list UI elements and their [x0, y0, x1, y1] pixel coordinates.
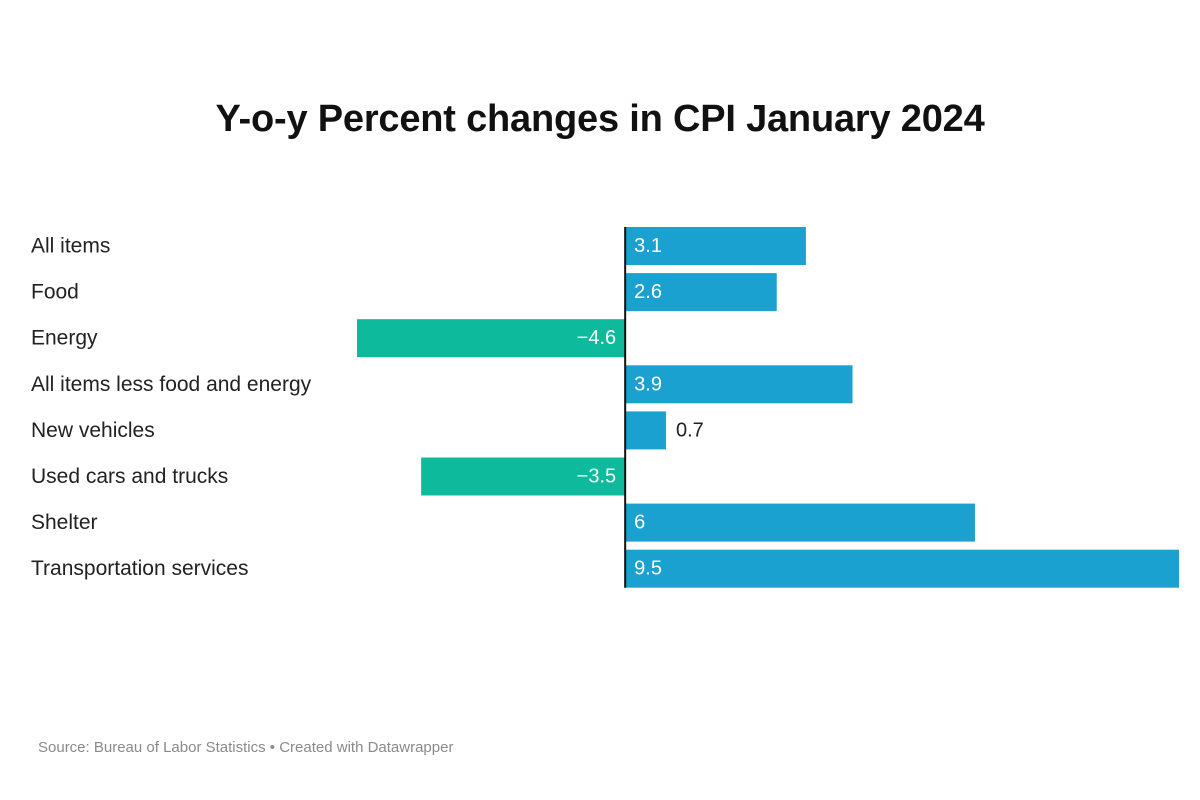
bar: [357, 319, 626, 358]
category-label: Food: [31, 281, 79, 304]
bar: [421, 457, 626, 496]
bar: [625, 227, 806, 265]
bar: [625, 273, 777, 312]
value-label: 6: [634, 512, 645, 534]
value-label: 9.5: [634, 558, 662, 580]
value-label: 3.1: [634, 235, 662, 257]
bar: [625, 503, 975, 542]
category-label: Energy: [31, 327, 98, 350]
category-label: All items: [31, 235, 110, 258]
category-label: Used cars and trucks: [31, 465, 228, 488]
bar: [625, 549, 1179, 588]
category-label: Shelter: [31, 511, 98, 534]
value-label: −3.5: [577, 466, 616, 488]
value-label: −4.6: [577, 327, 616, 349]
category-label: All items less food and energy: [31, 373, 312, 396]
value-label: 2.6: [634, 281, 662, 303]
value-label: 0.7: [676, 419, 704, 441]
bar: [625, 365, 853, 404]
bar: [625, 411, 666, 450]
category-label: New vehicles: [31, 419, 155, 442]
category-label: Transportation services: [31, 557, 248, 580]
source-note: Source: Bureau of Labor Statistics • Cre…: [38, 739, 454, 756]
value-label: 3.9: [634, 373, 662, 395]
chart-title: Y-o-y Percent changes in CPI January 202…: [215, 98, 985, 140]
